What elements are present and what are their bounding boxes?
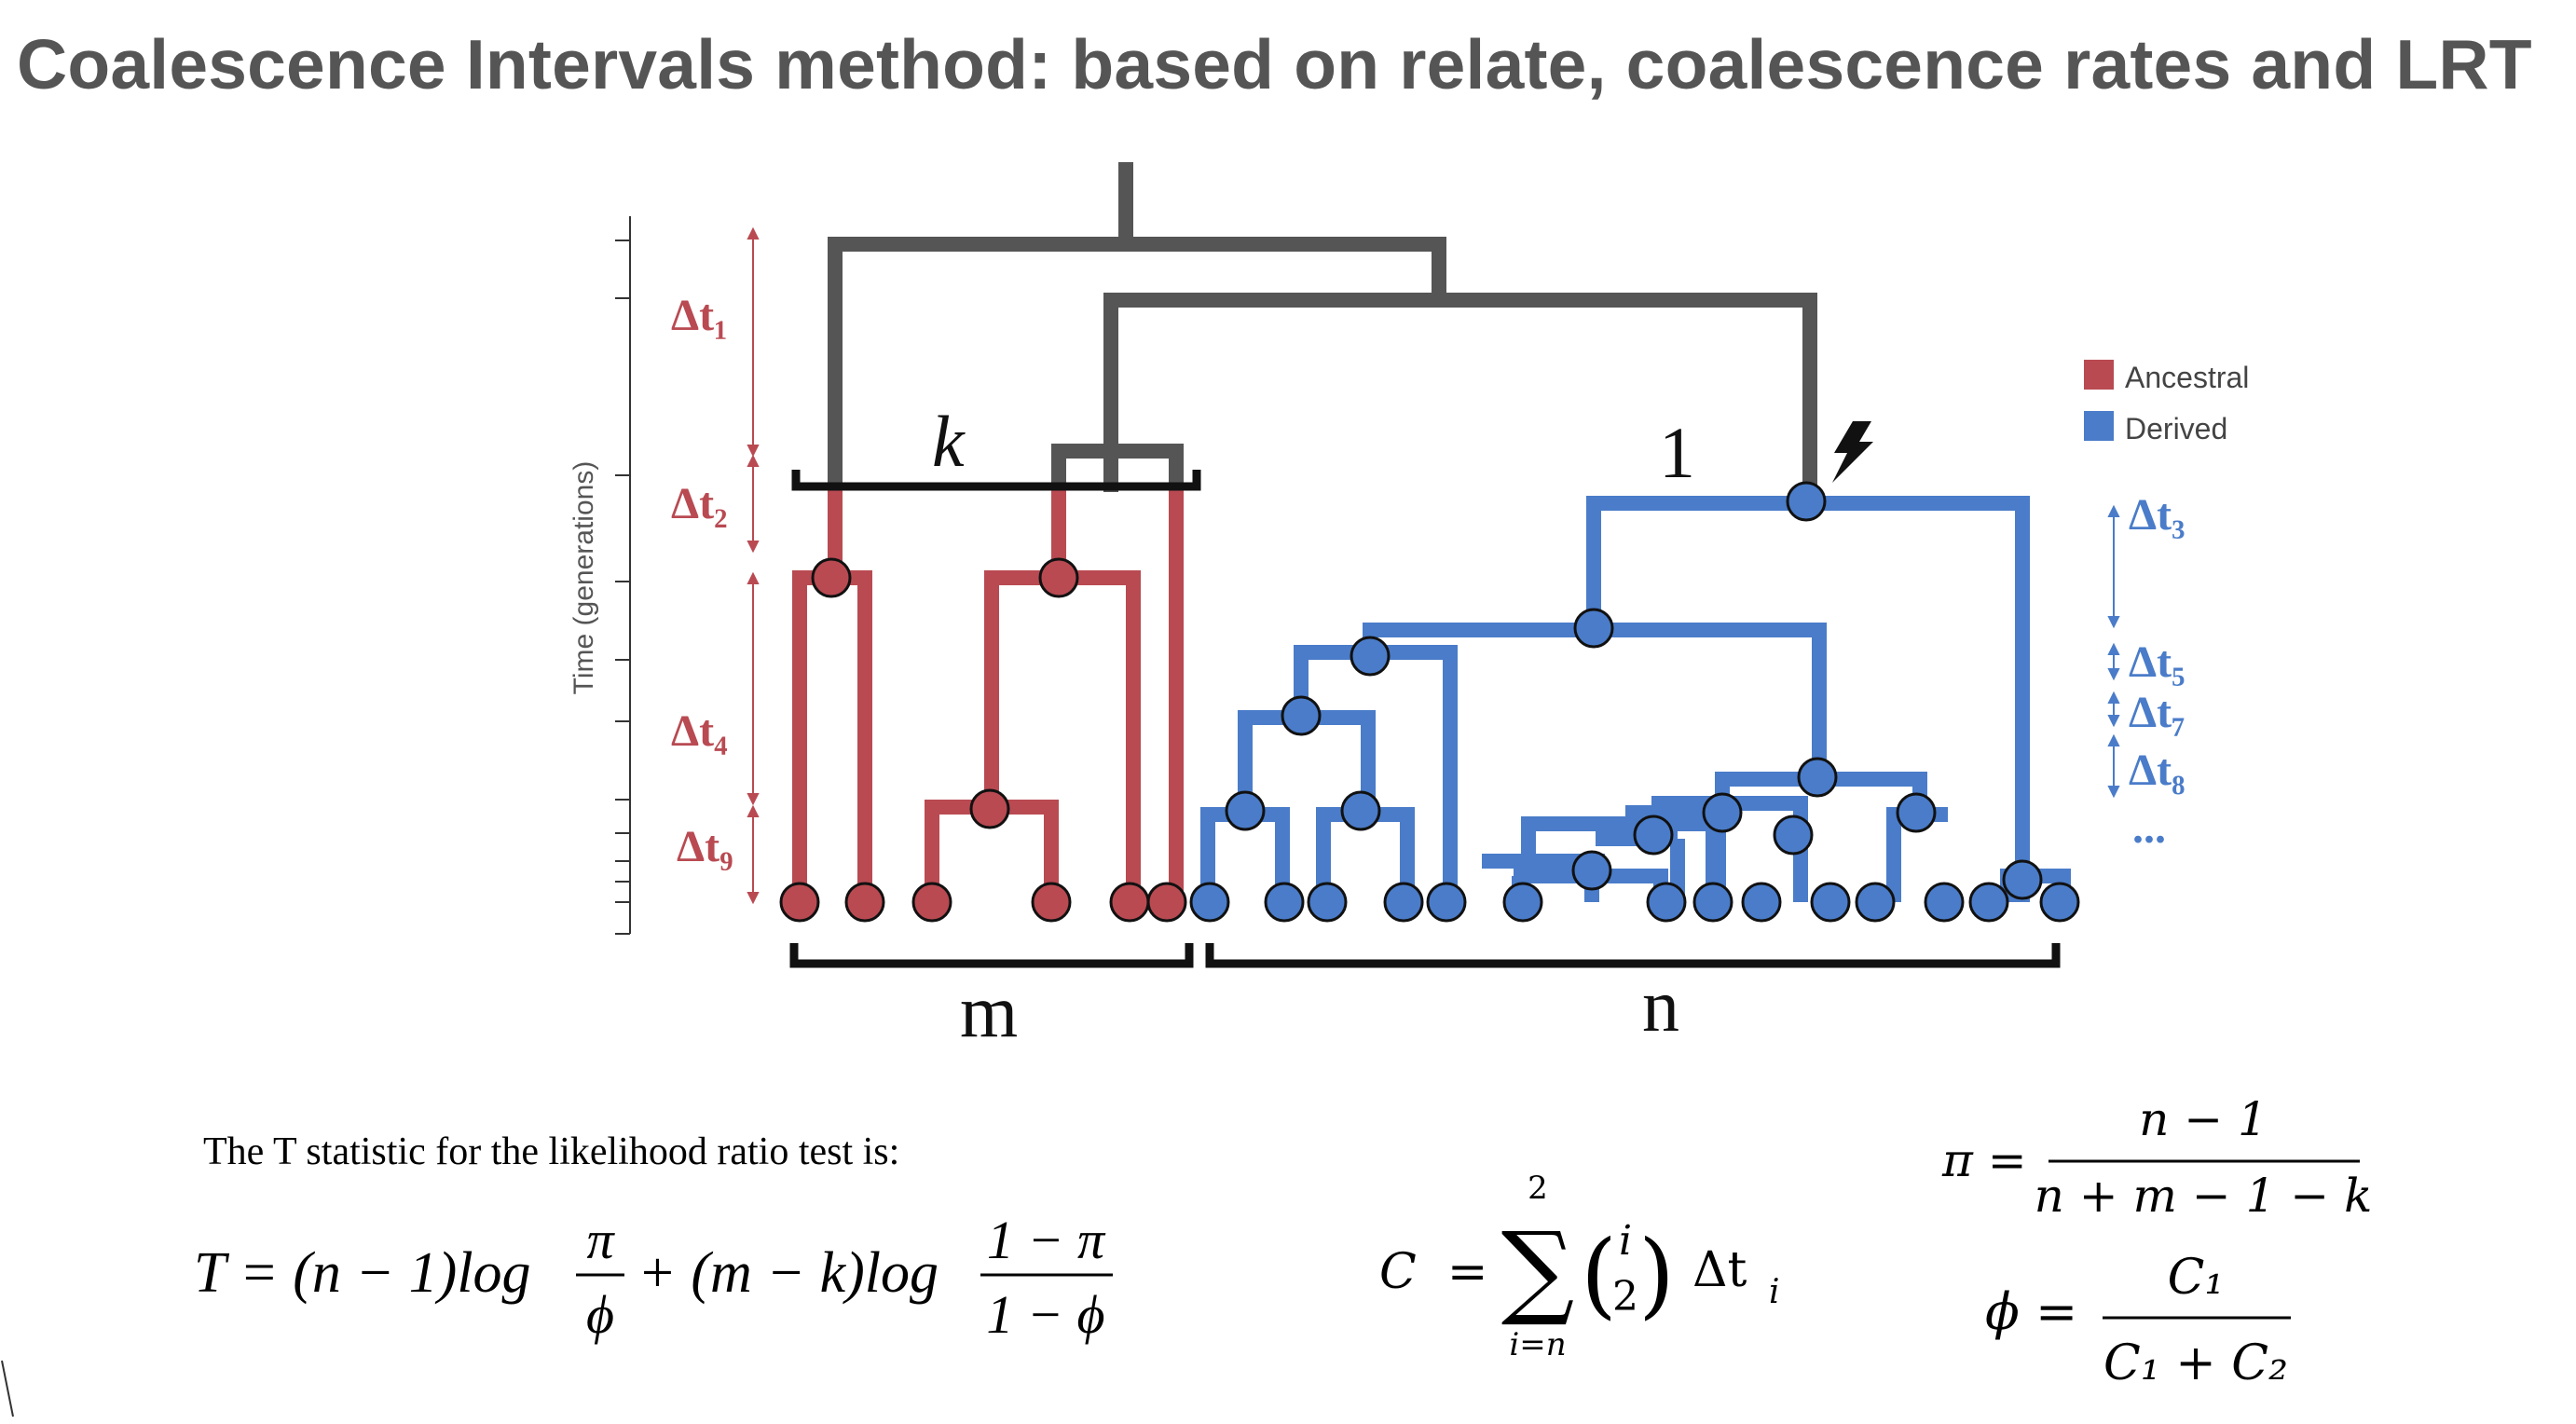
internal-node (1633, 815, 1674, 856)
interval-label-dt1: Δt₁ (671, 291, 727, 340)
c-binom-top: i (1619, 1217, 1632, 1265)
internal-node (1571, 850, 1612, 891)
legend: Ancestral Derived (2084, 360, 2249, 445)
legend-swatch-ancestral (2084, 360, 2114, 390)
leaf-node (1264, 882, 1305, 923)
internal-node (1340, 790, 1381, 831)
c-sum-top: 2 (1528, 1170, 1548, 1207)
svg-text:): ) (1638, 1220, 1675, 1329)
internal-node (969, 788, 1010, 829)
c-binom-bottom: 2 (1612, 1273, 1638, 1321)
interval-label-dt4: Δt₄ (671, 706, 727, 756)
interval-label-dt3: Δt₃ (2129, 490, 2185, 540)
phi-num: C₁ (2168, 1250, 2225, 1306)
t-frac2-den: 1 − ϕ (986, 1284, 1104, 1345)
left-interval-arrows (747, 226, 760, 905)
internal-node (1350, 636, 1391, 677)
interval-label-dt7: Δt₇ (2129, 688, 2185, 737)
leaf-node (1109, 882, 1150, 923)
t-frac1-num: π (586, 1210, 615, 1270)
lightning-bolt-icon (1832, 421, 1873, 483)
legend-label-derived: Derived (2125, 412, 2227, 445)
leaf-node (1646, 882, 1687, 923)
internal-node (1702, 792, 1743, 833)
internal-node (1038, 557, 1079, 598)
internal-node (2002, 859, 2043, 900)
time-axis-label: Time (generations) (569, 461, 599, 695)
time-axis (615, 216, 631, 935)
c-definition-equation: C = 2 ∑ i=n ( i 2 ) Δt i (1379, 1170, 1780, 1363)
leaf-node (2039, 882, 2080, 923)
pi-num: n − 1 (2139, 1092, 2268, 1146)
t-frac2-num: 1 − π (987, 1210, 1106, 1270)
internal-node (1773, 815, 1814, 856)
c-lhs: C = (1379, 1244, 1487, 1300)
page-title: Coalescence Intervals method: based on r… (17, 25, 2532, 103)
pi-lhs: π = (1941, 1133, 2027, 1187)
phi-den: C₁ + C₂ (2103, 1335, 2288, 1391)
pi-definition-equation: π = n − 1 n + m − 1 − k (1941, 1092, 2373, 1223)
interval-label-more: ... (2132, 803, 2166, 853)
interval-label-dt2: Δt₂ (671, 479, 727, 528)
n-bracket (1205, 943, 2061, 968)
leaf-node (1968, 882, 2009, 923)
interval-label-dt8: Δt₈ (2129, 746, 2185, 795)
ancestral-nodes (779, 557, 1187, 923)
internal-node (1225, 790, 1266, 831)
legend-swatch-derived (2084, 411, 2114, 441)
root-branches (828, 162, 1817, 503)
pi-den: n + m − 1 − k (2035, 1169, 2373, 1223)
phi-lhs: ϕ = (1985, 1282, 2077, 1341)
label-m: m (960, 971, 1018, 1053)
t-statistic-equation: T = (n − 1)log π ϕ + (m − k)log 1 − π 1 … (194, 1210, 1113, 1345)
c-sum-bottom: i=n (1509, 1326, 1566, 1363)
leaf-node (1031, 882, 1072, 923)
right-interval-arrows (2107, 504, 2120, 799)
c-term-sub: i (1769, 1273, 1780, 1311)
interval-label-dt5: Δt₅ (2129, 637, 2185, 687)
brackets (789, 470, 2061, 968)
leaf-node (1924, 882, 1965, 923)
leaf-node (1692, 882, 1733, 923)
left-interval-labels: Δt₁ Δt₂ Δt₄ Δt₉ (671, 291, 733, 871)
interval-label-dt9: Δt₉ (677, 822, 733, 871)
leaf-node (1426, 882, 1467, 923)
leaf-node (1383, 882, 1424, 923)
svg-text:(: ( (1581, 1220, 1617, 1329)
leaf-node (779, 882, 820, 923)
leaf-node (911, 882, 952, 923)
leaf-node (1502, 882, 1543, 923)
label-n: n (1642, 965, 1679, 1047)
t-lhs: T = (n − 1)log (194, 1241, 531, 1305)
leaf-node (1855, 882, 1896, 923)
k-bracket (791, 470, 1201, 491)
leaf-node (844, 882, 885, 923)
c-term: Δt (1692, 1242, 1747, 1298)
t-statistic-intro: The T statistic for the likelihood ratio… (203, 1130, 900, 1173)
leaf-node (1146, 882, 1187, 923)
phi-definition-equation: ϕ = C₁ C₁ + C₂ (1985, 1250, 2291, 1391)
internal-node (811, 557, 852, 598)
leaf-node (1741, 882, 1782, 923)
c-sum-symbol: ∑ (1501, 1210, 1575, 1329)
legend-label-ancestral: Ancestral (2125, 361, 2249, 394)
right-interval-labels: Δt₃ Δt₅ Δt₇ Δt₈ ... (2129, 490, 2185, 853)
internal-node (1281, 695, 1322, 736)
leaf-node (1189, 882, 1230, 923)
leaf-node (1810, 882, 1851, 923)
t-middle: + (m − k)log (637, 1241, 939, 1305)
leaf-node (1307, 882, 1348, 923)
internal-node (1573, 608, 1614, 649)
ancestral-branches (792, 488, 1184, 902)
corner-mark (1, 1360, 14, 1417)
label-one: 1 (1659, 412, 1695, 493)
t-frac1-den: ϕ (586, 1284, 614, 1345)
derived-nodes (1189, 481, 2080, 923)
internal-node (1786, 481, 1827, 522)
internal-node (1797, 757, 1838, 798)
m-bracket (789, 943, 1194, 968)
label-k: k (932, 401, 966, 482)
internal-node (1896, 792, 1937, 833)
